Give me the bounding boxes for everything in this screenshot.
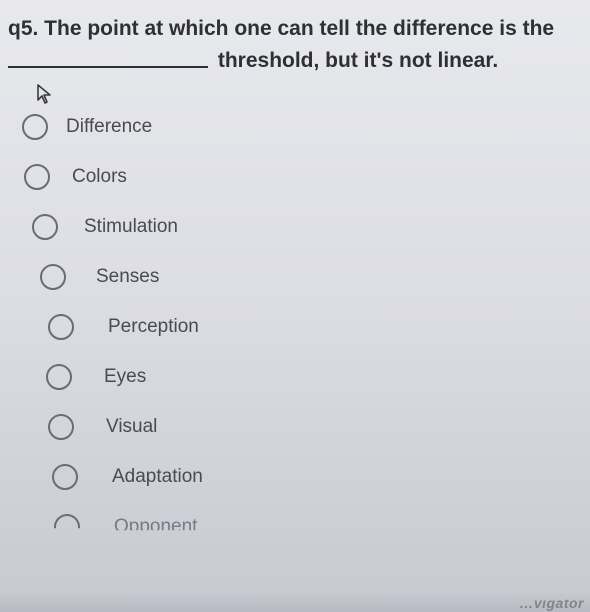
options-list: Difference Colors Stimulation Senses Per… (0, 114, 590, 540)
radio-icon (48, 314, 74, 340)
option-label: Opponent (114, 516, 197, 538)
option-difference[interactable]: Difference (22, 114, 590, 140)
option-label: Perception (108, 316, 199, 338)
radio-icon (22, 114, 48, 140)
radio-icon (46, 364, 72, 390)
option-label: Colors (72, 166, 127, 188)
fill-blank (8, 44, 208, 67)
option-label: Adaptation (112, 466, 203, 488)
option-senses[interactable]: Senses (40, 264, 590, 290)
option-colors[interactable]: Colors (24, 164, 590, 190)
question-prefix: q5. The point at which one can tell the … (8, 17, 554, 40)
question-block: q5. The point at which one can tell the … (0, 0, 590, 77)
option-opponent[interactable]: Opponent (54, 514, 590, 540)
radio-icon (24, 164, 50, 190)
option-label: Difference (66, 116, 152, 138)
radio-icon (40, 264, 66, 290)
cursor-icon (36, 83, 52, 105)
option-label: Eyes (104, 366, 146, 388)
option-label: Stimulation (84, 216, 178, 238)
option-label: Visual (106, 416, 157, 438)
radio-icon (48, 414, 74, 440)
radio-icon (32, 214, 58, 240)
option-perception[interactable]: Perception (48, 314, 590, 340)
option-label: Senses (96, 266, 159, 288)
radio-icon (54, 514, 80, 540)
option-stimulation[interactable]: Stimulation (32, 214, 590, 240)
bottom-fade (0, 592, 590, 612)
question-suffix: threshold, but it's not linear. (218, 50, 498, 73)
option-eyes[interactable]: Eyes (46, 364, 590, 390)
radio-icon (52, 464, 78, 490)
cursor-holder (0, 77, 590, 114)
option-adaptation[interactable]: Adaptation (52, 464, 590, 490)
option-visual[interactable]: Visual (48, 414, 590, 440)
question-text: q5. The point at which one can tell the … (8, 14, 578, 77)
